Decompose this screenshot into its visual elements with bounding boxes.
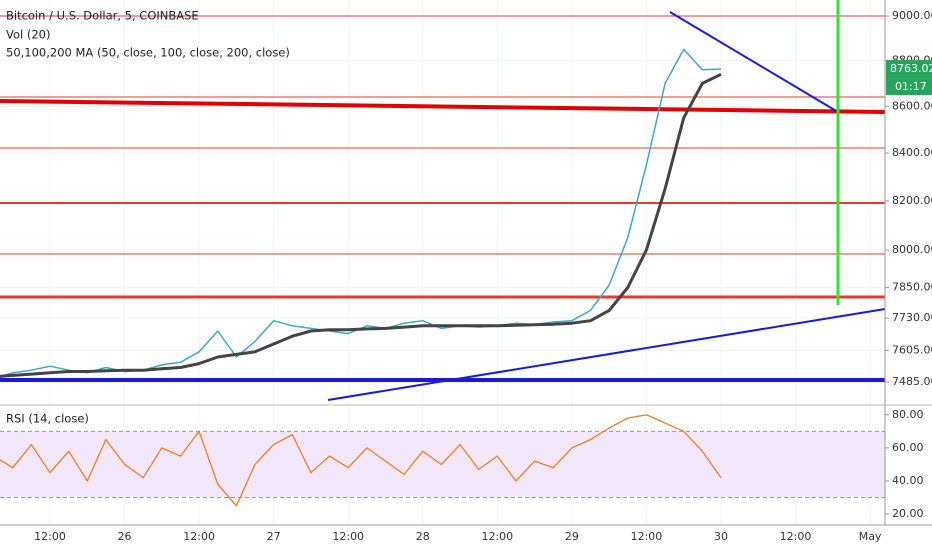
- y-tick-label: 8400.00: [892, 146, 932, 159]
- x-tick-label: May: [859, 530, 882, 543]
- x-tick-label: 12:00: [780, 530, 812, 543]
- y-tick-label: 7850.00: [892, 281, 932, 294]
- x-tick-label: 27: [267, 530, 281, 543]
- y-tick-label: 40.00: [892, 474, 924, 487]
- drawn-trend: [669, 11, 839, 113]
- y-tick-label: 80.00: [892, 408, 924, 421]
- drawn-trend: [327, 308, 886, 401]
- y-tick-label: 9000.00: [892, 9, 932, 22]
- x-tick-label: 12:00: [332, 530, 364, 543]
- drawn-trend: [0, 99, 886, 114]
- indicator-label: RSI (14, close): [6, 412, 89, 426]
- indicator-label: 50,100,200 MA (50, close, 100, close, 20…: [6, 46, 290, 60]
- x-tick-label: 12:00: [481, 530, 513, 543]
- y-tick-label: 7730.00: [892, 311, 932, 324]
- last-price-label: 8763.02: [890, 62, 932, 75]
- y-tick-label: 8000.00: [892, 243, 932, 256]
- last-price-box: [886, 60, 932, 79]
- y-tick-label: 8600.00: [892, 99, 932, 112]
- x-tick-label: 26: [118, 530, 132, 543]
- countdown-box: [886, 78, 932, 96]
- y-tick-label: 60.00: [892, 441, 924, 454]
- x-tick-label: 12:00: [631, 530, 663, 543]
- x-tick-label: 28: [416, 530, 430, 543]
- axes: 12:00 26 12:00 27 12:00 28 12:00 29 12:00 30 12:00…: [34, 9, 932, 543]
- y-tick-label: 20.00: [892, 507, 924, 520]
- y-tick-label: 7605.00: [892, 343, 932, 356]
- chart-title: Bitcoin / U.S. Dollar, 5, COINBASE: [6, 9, 199, 23]
- indicator-label: Vol (20): [6, 28, 50, 42]
- rsi-band: [0, 430, 885, 499]
- ma-line: [0, 72, 722, 378]
- x-tick-label: 12:00: [34, 530, 66, 543]
- y-tick-label: 8200.00: [892, 194, 932, 207]
- x-tick-label: 30: [714, 530, 728, 543]
- series: [0, 48, 722, 507]
- rsi-line: [0, 414, 722, 507]
- rsi-band-fill: [0, 431, 885, 498]
- x-tick-label: 29: [565, 530, 579, 543]
- countdown-label: 01:17: [895, 80, 927, 93]
- y-tick-label: 7485.00: [892, 375, 932, 388]
- x-tick-label: 12:00: [183, 530, 215, 543]
